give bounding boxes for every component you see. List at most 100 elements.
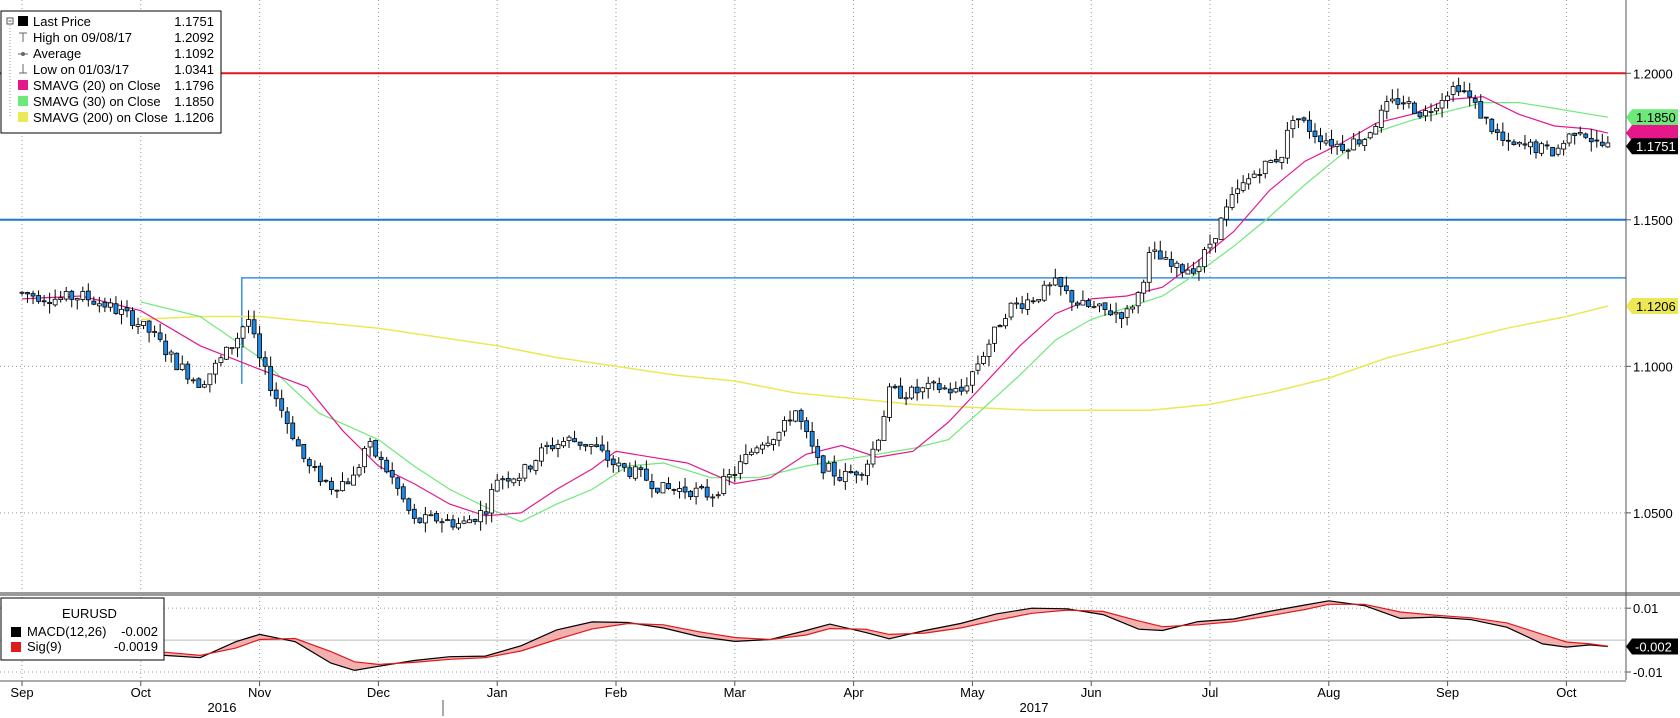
x-axis-ticks: Sep Oct Nov Dec Jan Feb Mar Apr May Jun Jul Aug Sep O… [10,681,1577,700]
candle-body [63,291,69,300]
candle-body [384,459,390,473]
candle-body [119,308,124,315]
candle-body [312,466,318,468]
candle-body [1030,300,1036,303]
candle-body [1102,302,1108,310]
legend-value-high: 1.2092 [174,30,214,45]
price-tag: 1.1206 [1626,297,1678,314]
candle-body [682,486,688,493]
candle-body [91,300,97,305]
candle-body [997,325,1003,328]
candle-body [898,385,903,399]
x-tick-label: Oct [1556,685,1577,700]
candle-body [699,486,705,489]
candle-body [671,489,677,491]
candle-body [1058,276,1064,287]
candle-body [1323,140,1329,144]
sma20-swatch [18,80,28,90]
candle-body [1533,141,1539,154]
candle-body [329,480,334,490]
candle-body [1202,249,1207,268]
candle-body [1279,156,1285,163]
year-label-2017: 2017 [1020,700,1049,715]
candle-body [212,362,218,375]
candle-body [113,303,119,314]
candle-body [179,363,185,371]
candle-body [809,430,815,447]
candle-body [1467,90,1473,98]
candle-body [246,319,251,327]
candle-body [1174,262,1180,268]
macd-legend-box [0,597,165,661]
candle-body [1290,120,1296,130]
candle-body [141,320,146,326]
candle-body [748,451,754,455]
candle-body [1091,305,1097,308]
candle-body [185,363,191,380]
sma200-path [140,305,1609,412]
candle-body [1505,139,1511,142]
candle-body [456,523,461,529]
candle-body [853,471,859,476]
candle-body [85,290,91,301]
candle-body [842,470,848,483]
candle-body [1124,308,1130,318]
candle-body [130,310,135,326]
candle-body [1218,217,1224,240]
collapse-icon[interactable] [6,17,14,25]
candle-body [511,478,517,484]
macd-swatch [11,627,21,637]
x-tick-label: Nov [248,685,272,700]
sma30-path [140,101,1609,523]
candle-body [1478,101,1484,119]
candle-body [1489,118,1495,132]
candle-body [721,475,727,495]
candle-body [450,519,456,528]
candle-body [936,383,942,390]
candle-body [555,443,561,449]
candle-body [737,461,743,474]
candle-body [1141,281,1147,294]
low-marker-icon [19,64,27,74]
candle-body [1461,90,1467,93]
candle-body [1494,129,1500,134]
candle-body [146,320,152,333]
candle-body [30,293,36,297]
candle-body [1555,147,1561,155]
candle-body [1301,117,1307,121]
signal-line [21,603,1609,666]
candle-body [1395,98,1401,105]
legend-label-sma200: SMAVG (200) on Close [33,110,168,125]
candle-body [992,326,997,344]
candle-body [710,496,716,499]
candle-body [362,447,367,468]
candle-body [445,519,450,522]
candle-body [859,473,865,476]
x-tick-label: May [960,685,985,700]
candle-body [726,474,732,478]
candle-body [798,409,804,422]
candle-body [1483,116,1489,119]
candle-body [1036,298,1042,302]
candle-body [605,450,611,461]
candle-body [108,302,113,308]
candle-body [1318,135,1323,143]
candle-body [422,514,428,524]
candle-body [1074,302,1080,306]
x-tick-label: Mar [724,685,747,700]
x-tick-label: Oct [131,685,152,700]
candle-body [1428,111,1434,113]
macd-grid [0,597,1626,680]
x-tick-label: Dec [367,685,391,700]
candle-body [527,465,533,470]
price-tag-label: 1.1796 [1636,126,1676,141]
macd-tick-label: 0.01 [1633,601,1658,616]
candle-body [1097,303,1102,307]
average-marker-icon [18,52,28,56]
candle-body [942,387,948,390]
candle-body [627,467,633,477]
x-tick-label: Sep [1436,685,1459,700]
candle-body [610,458,616,466]
